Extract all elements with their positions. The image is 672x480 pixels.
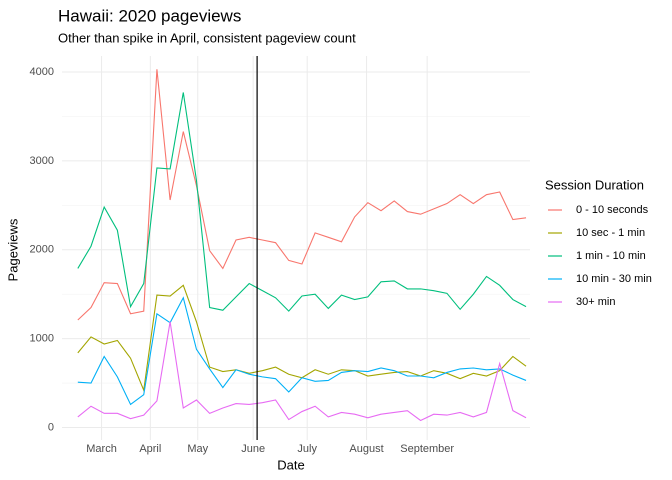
y-tick-label: 2000 <box>30 244 54 256</box>
legend-title: Session Duration <box>545 177 644 192</box>
legend-label: 10 sec - 1 min <box>576 227 645 239</box>
x-tick-label: July <box>297 443 317 455</box>
y-tick-label: 3000 <box>30 155 54 167</box>
series-line <box>77 321 527 422</box>
x-tick-label: August <box>349 443 383 455</box>
y-axis-label: Pageviews <box>5 218 20 281</box>
legend-label: 0 - 10 seconds <box>576 204 649 216</box>
chart-subtitle: Other than spike in April, consistent pa… <box>58 30 356 45</box>
legend-label: 1 min - 10 min <box>576 250 646 262</box>
x-axis-label: Date <box>277 457 304 472</box>
series-line <box>77 284 527 393</box>
series-line <box>77 92 527 312</box>
chart-title: Hawaii: 2020 pageviews <box>58 6 241 25</box>
x-tick-label: May <box>187 443 208 455</box>
x-tick-label: April <box>139 443 161 455</box>
legend-label: 10 min - 30 min <box>576 273 652 285</box>
x-tick-label: March <box>86 443 117 455</box>
x-tick-label: June <box>241 443 265 455</box>
y-tick-label: 4000 <box>30 66 54 78</box>
legend-label: 30+ min <box>576 296 615 308</box>
x-tick-label: September <box>400 443 454 455</box>
series-line <box>77 296 527 406</box>
series-line <box>77 69 527 321</box>
y-tick-label: 0 <box>48 421 54 433</box>
y-tick-label: 1000 <box>30 333 54 345</box>
